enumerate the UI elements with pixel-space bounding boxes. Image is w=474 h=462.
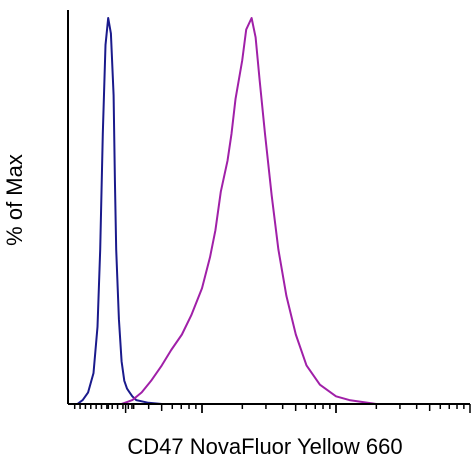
y-axis-title: % of Max: [2, 154, 27, 246]
series-line-2: [121, 17, 470, 405]
plot-area: [68, 17, 470, 405]
series-line-1: [68, 17, 229, 405]
x-axis-title: CD47 NovaFluor Yellow 660: [127, 434, 402, 459]
x-axis-ticks: [73, 404, 471, 413]
